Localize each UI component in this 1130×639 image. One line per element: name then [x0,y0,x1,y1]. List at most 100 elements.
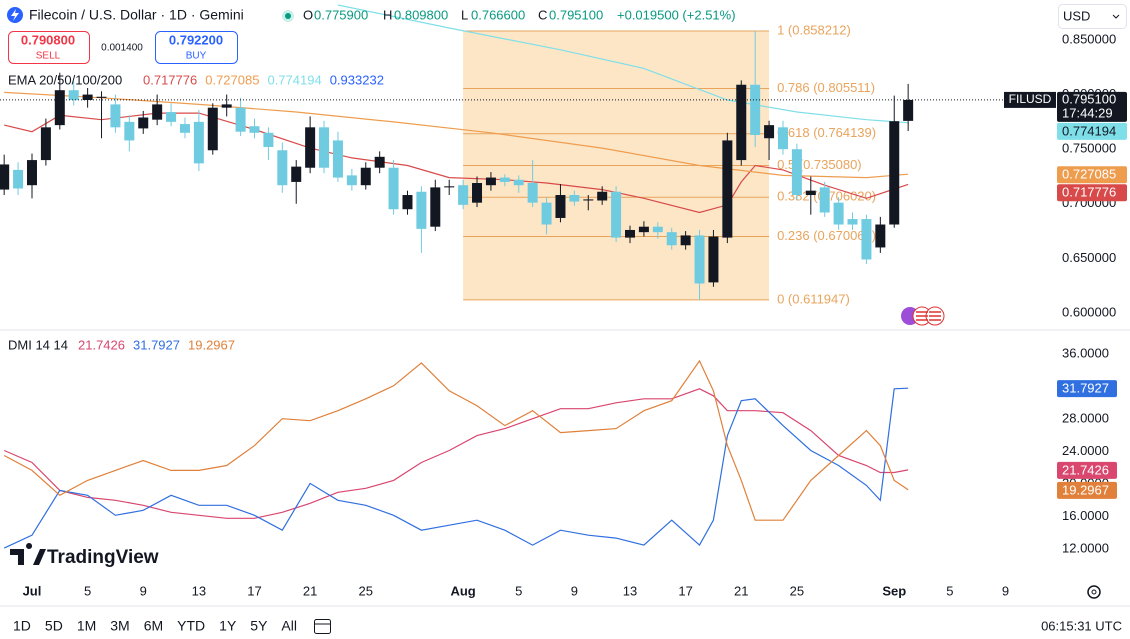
dmi-tag [1057,380,1117,398]
candle-body [346,175,357,186]
x-tick-label: 5 [515,583,522,598]
symbol-title: Filecoin / U.S. Dollar · 1D · Gemini [29,7,244,23]
candle-body [764,125,775,139]
candle-body [360,167,371,186]
date-range-icon[interactable] [314,619,331,634]
sell-price[interactable]: 0.790800 [21,32,75,47]
range-button[interactable]: 5Y [250,618,268,634]
y-tick-label: 0.750000 [1062,141,1116,156]
x-tick-label: 5 [84,583,91,598]
symbol-tag-text: FILUSD [1009,92,1052,106]
candle-body [152,104,163,120]
ema-tag-text: 0.774194 [1062,123,1116,138]
candle-body [903,99,914,121]
candle-body [13,169,24,189]
candle-body [319,127,330,168]
x-tick-label: 13 [192,583,206,598]
ema-line [4,91,909,179]
logo-text: TradingView [47,547,159,568]
symbol-tag [1004,91,1056,108]
buy-button[interactable] [155,31,238,64]
ema-legend-title: EMA 20/50/100/200 [8,72,122,87]
change-value: +0.019500 (+2.51%) [617,7,736,22]
range-button[interactable]: 1D [13,618,31,634]
ema-line [337,4,909,124]
candle-body [583,199,594,201]
candle-body [68,90,79,101]
x-tick-label: 13 [623,583,637,598]
x-tick-label: 9 [1002,583,1009,598]
ema-tag-text: 0.717776 [1062,185,1116,200]
dmi-legend-value: 21.7426 [78,337,125,352]
last-price-text: 0.795100 [1062,91,1116,106]
dmi-pane [3,359,909,549]
candle-body [458,185,469,205]
candle-body [207,107,218,151]
dmi-tag-text: 21.7426 [1062,462,1109,477]
sell-label[interactable]: SELL [36,51,61,62]
candle-body [666,232,677,246]
x-tick-label: 17 [678,583,692,598]
candle-body [124,121,135,141]
ohlc-label: O [303,7,313,22]
range-button[interactable]: 3M [110,618,129,634]
clock: 06:15:31 UTC [1041,618,1122,633]
candle-body [305,127,316,168]
range-button[interactable]: All [281,618,297,634]
y-tick-label: 28.0000 [1062,410,1109,425]
y-tick-label: 24.0000 [1062,443,1109,458]
candle-body [555,195,566,218]
candle-body [332,140,343,178]
range-button[interactable]: YTD [177,618,205,634]
dmi-line [3,359,909,521]
candle-body [527,183,538,203]
candle-body [221,104,232,108]
ema-tag [1057,166,1127,184]
candle-body [26,160,37,186]
ema-tag-text: 0.727085 [1062,167,1116,182]
range-button[interactable]: 5D [45,618,63,634]
flag-stripes [916,311,941,321]
candle-body [82,94,93,101]
candle-body [861,219,872,260]
candle-body [611,191,622,238]
dmi-legend-title: DMI 14 14 [8,337,68,352]
buy-price[interactable]: 0.792200 [169,32,223,47]
candle-body [680,235,691,246]
candle-body [138,117,149,129]
currency-select[interactable] [1058,4,1127,29]
range-button[interactable]: 1M [77,618,96,634]
candle-body [444,186,455,188]
logo-mark [10,543,46,565]
price-pane: 1 (0.858212) 0.786 (0.805511) 0.618 (0.764… [0,4,914,306]
range-button[interactable]: 1Y [219,618,237,634]
settings-icon-core [1091,589,1097,595]
buy-label[interactable]: BUY [186,51,207,62]
symbol-icon-glyph [11,9,19,21]
candle-body [416,191,427,229]
candle-body [513,179,524,186]
currency-label[interactable]: USD [1063,8,1090,23]
overlay: 0.8500000.8000000.7500000.7000000.650000… [0,31,1127,598]
sell-button[interactable] [8,31,90,64]
candle-body [499,177,510,182]
ema-legend-value: 0.727085 [205,72,259,87]
candle-body [694,235,705,284]
dmi-tag [1057,461,1117,479]
candle-body [777,127,788,150]
settings-icon[interactable] [1087,585,1101,599]
candle-body [96,96,107,98]
ohlc-label: L [461,7,468,22]
ema-legend-value: 0.717776 [143,72,197,87]
fib-label: 0.5 (0.735080) [777,157,862,172]
candle-body [485,177,496,186]
candle-body [40,127,51,161]
dmi-tag-text: 19.2967 [1062,482,1109,497]
y-tick-label: 0.600000 [1062,304,1116,319]
range-button[interactable]: 6M [144,618,163,634]
fib-label: 1 (0.858212) [777,22,851,37]
candle-body [625,229,635,238]
candle-body [541,202,552,225]
candle-body [833,202,844,225]
x-tick-label: 21 [303,583,317,598]
